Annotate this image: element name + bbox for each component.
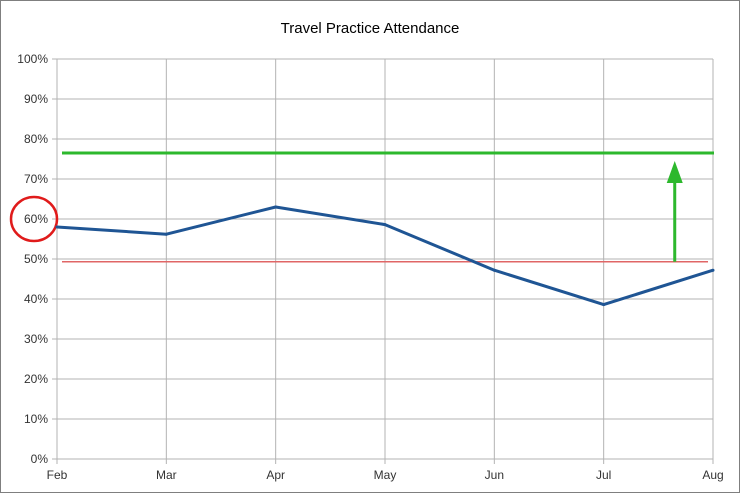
data-point [274,205,278,209]
axes [56,59,713,460]
y-tick-label: 20% [24,372,48,386]
y-tick-label: 100% [17,52,48,66]
y-tick-label: 70% [24,172,48,186]
y-tick-label: 90% [24,92,48,106]
x-tick-label: Aug [702,468,723,482]
y-tick-label: 30% [24,332,48,346]
data-point [383,223,387,227]
data-point [711,268,715,272]
x-tick-label: Apr [266,468,285,482]
y-tick-label: 40% [24,292,48,306]
arrow-head [666,161,683,183]
y-tick-label: 60% [24,212,48,226]
data-point [492,268,496,272]
y-tick-label: 50% [24,252,48,266]
series-group [55,205,715,307]
y-tick-labels: 0% 10% 20% 30% 40% 50% 60% 70% 80% 90% 100% [17,52,48,466]
annotations [9,151,714,263]
y-tick-label: 80% [24,132,48,146]
y-tick-label: 0% [31,452,49,466]
x-tick-label: Jul [596,468,611,482]
data-point [602,303,606,307]
chart-title: Travel Practice Attendance [281,20,460,37]
x-tick-labels: Feb Mar Apr May Jun Jul Aug [47,468,724,482]
x-tick-label: Jun [485,468,504,482]
x-tick-label: May [374,468,397,482]
data-point [55,225,59,229]
x-tick-label: Mar [156,468,177,482]
y-tick-label: 10% [24,412,48,426]
x-tick-label: Feb [47,468,68,482]
data-point [164,232,168,236]
highlight-circle [9,195,59,243]
